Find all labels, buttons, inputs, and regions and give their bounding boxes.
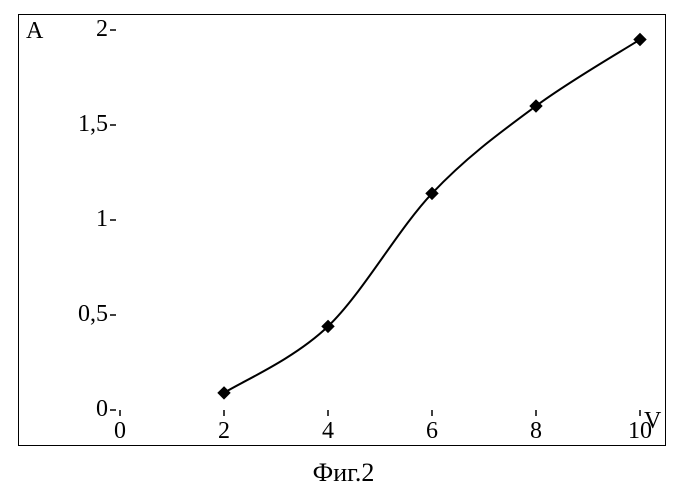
chart-svg	[0, 0, 687, 446]
figure-wrapper: A V 00,511,52 0246810 Фиг.2	[0, 0, 687, 500]
figure-caption: Фиг.2	[0, 458, 687, 488]
series-marker	[634, 34, 646, 46]
series-line	[224, 40, 640, 393]
series-marker	[218, 387, 230, 399]
